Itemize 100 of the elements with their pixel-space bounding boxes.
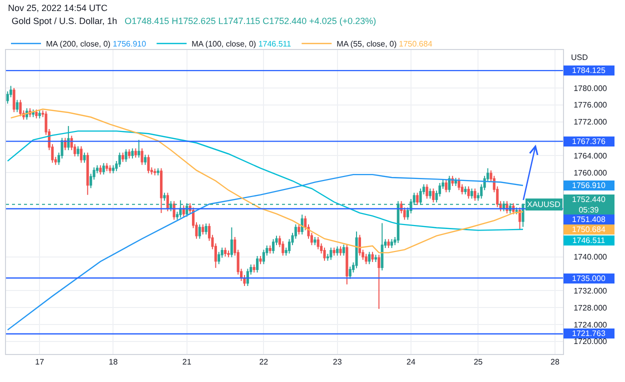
candlestick — [128, 148, 131, 160]
candlestick — [348, 266, 352, 280]
y-tick-label: 1780.000 — [574, 84, 608, 93]
candlestick — [218, 251, 220, 265]
candlestick — [262, 249, 265, 265]
chart-subtitle: O1748.415 H1752.625 L1747.115 C1752.440 +4.025 (+0.23%) — [124, 16, 376, 26]
text: 1750.684 — [398, 40, 433, 49]
candlestick — [144, 154, 147, 166]
x-tick-label: 24 — [406, 358, 416, 367]
text: 1746.511 — [572, 236, 606, 245]
candlestick — [140, 148, 144, 166]
candlestick — [518, 206, 522, 230]
y-tick-label: 1776.000 — [574, 100, 608, 110]
y-tick-label: 1760.000 — [574, 168, 608, 178]
candlestick — [156, 168, 160, 176]
annotation: XAUUSD — [527, 200, 561, 209]
candlestick — [118, 152, 121, 168]
candlestick — [390, 238, 394, 249]
y-tick-label: 1728.000 — [574, 303, 608, 312]
candlestick — [336, 246, 339, 256]
candlestick — [374, 254, 378, 262]
candlestick — [252, 264, 256, 274]
candlestick — [458, 177, 460, 191]
candlestick — [86, 152, 89, 196]
candlestick — [227, 250, 230, 258]
text: 1756.910 — [572, 181, 606, 190]
candlestick — [102, 162, 105, 176]
x-tick-label: 25 — [474, 358, 484, 367]
text: 1756.910 — [112, 40, 147, 49]
line-series — [10, 108, 524, 254]
candlestick — [454, 177, 458, 186]
candlestick — [122, 152, 124, 162]
candlestick — [83, 152, 86, 164]
candlestick — [364, 253, 368, 265]
candlestick — [387, 238, 390, 249]
chart-title: Gold Spot / U.S. Dollar, 1h — [12, 16, 118, 26]
y-tick-label: 1732.000 — [574, 286, 608, 296]
candlestick — [38, 110, 41, 119]
text: Nov 25, 2022 14:54 UTC — [8, 3, 108, 13]
candlestick — [339, 246, 342, 256]
candlestick — [163, 192, 166, 202]
line-series — [7, 174, 524, 331]
candlestick — [444, 180, 448, 193]
candlestick — [35, 109, 38, 119]
candlestick — [76, 146, 80, 157]
candlestick — [67, 126, 70, 151]
line-series — [7, 130, 524, 231]
x-tick-label: 23 — [332, 358, 342, 367]
candlestick — [467, 186, 470, 200]
candlestick — [160, 168, 163, 214]
candlestick — [515, 206, 518, 215]
candlestick — [112, 164, 115, 174]
candlestick — [426, 184, 428, 200]
candlestick — [428, 188, 432, 200]
x-tick-label: 28 — [550, 358, 560, 367]
candlestick — [138, 139, 140, 158]
candlestick — [272, 238, 275, 254]
candlestick — [166, 192, 169, 212]
candlestick — [246, 268, 249, 287]
candlestick — [316, 236, 320, 250]
candlestick — [268, 244, 272, 254]
candlestick — [358, 234, 362, 256]
y-tick-label: 1740.000 — [574, 252, 608, 262]
candlestick — [300, 214, 304, 236]
candlestick — [99, 164, 102, 176]
x-tick-label: 22 — [259, 358, 269, 367]
y-tick-label: 1772.000 — [574, 118, 608, 127]
candlestick — [371, 251, 374, 262]
candlestick — [230, 226, 233, 258]
candlestick — [204, 223, 208, 236]
candlestick — [202, 224, 204, 236]
candlestick — [346, 244, 348, 285]
candlestick — [19, 99, 22, 117]
candlestick — [16, 99, 18, 113]
candlestick — [368, 251, 371, 265]
ref-line-label: 1767.376 — [572, 137, 606, 146]
candlestick — [224, 247, 227, 257]
candlestick — [147, 154, 150, 174]
candlestick — [80, 146, 83, 164]
candlestick — [332, 247, 336, 256]
candlestick — [342, 244, 346, 256]
candlestick — [256, 256, 259, 274]
legend-label: MA (55, close, 0) — [336, 40, 397, 49]
candlestick — [32, 109, 34, 118]
x-tick-label: 21 — [182, 358, 192, 367]
y-axis-title: USD — [571, 53, 588, 62]
candlestick — [464, 186, 467, 195]
candlestick — [314, 236, 316, 246]
candlestick — [470, 188, 474, 200]
candlestick — [124, 148, 128, 162]
y-tick-label: 1724.000 — [574, 320, 608, 330]
candlestick — [416, 192, 419, 206]
candlestick — [134, 148, 137, 158]
candlestick — [106, 162, 108, 172]
candlestick — [323, 247, 326, 262]
candlestick — [355, 231, 358, 269]
x-tick-label: 18 — [108, 358, 118, 367]
candlestick — [198, 224, 201, 240]
text: 1746.511 — [258, 40, 292, 49]
candlestick — [298, 224, 300, 236]
